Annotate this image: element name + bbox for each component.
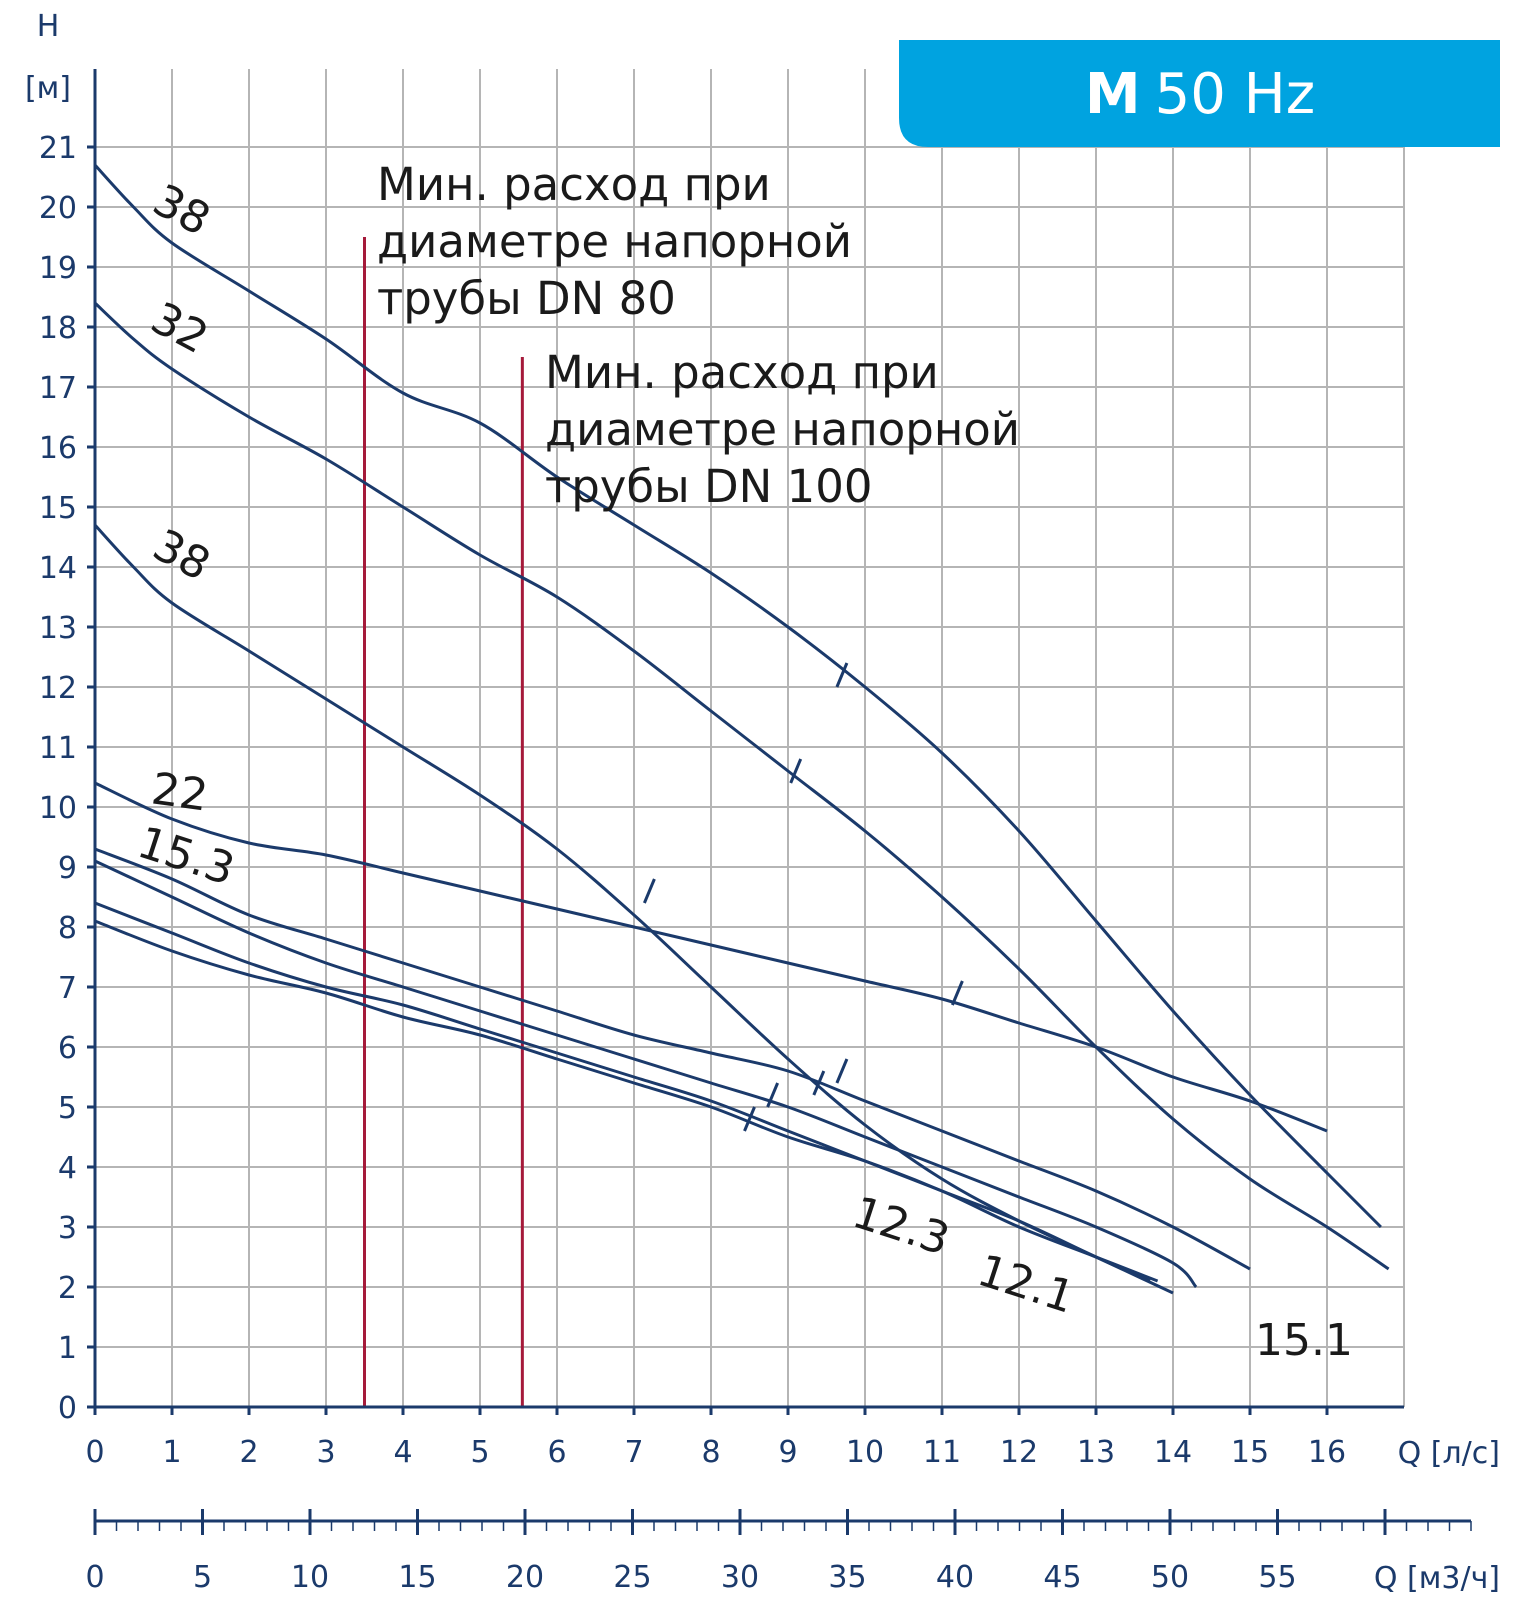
chart-title: M 50 Hz [1085,62,1315,127]
min-flow-dn100-line-1: Мин. расход при [545,346,939,399]
y-tick-label: 19 [39,251,77,286]
curve-15-3 [94,847,1251,1271]
x-tick-label: 1 [162,1435,181,1470]
duty-point-mark [789,758,803,784]
curve-label-12-3: 12.3 [847,1187,956,1266]
x-tick-label: 15 [1231,1435,1269,1470]
y-tick-label: 16 [39,431,77,466]
x-tick-label: 16 [1308,1435,1346,1470]
x2-tick-label: 55 [1258,1560,1296,1595]
y-tick-label: 7 [58,971,77,1006]
x-tick-label: 10 [846,1435,884,1470]
y-tick-label: 21 [39,131,77,166]
curve-12-3 [94,901,1174,1295]
curve-38 [93,523,1151,1283]
x2-tick-label: 15 [398,1560,436,1595]
x-tick-label: 9 [778,1435,797,1470]
x-tick-label: 11 [923,1435,961,1470]
chart-title-rest: 50 Hz [1155,62,1316,127]
y-tick-label: 13 [39,611,77,646]
duty-point-mark [812,1070,826,1096]
x2-tick-label: 30 [721,1560,759,1595]
title-badge [899,40,1500,147]
duty-point-mark [835,662,849,688]
min-flow-dn80-text: Мин. расход при диаметре напорной трубы … [377,158,866,325]
min-flow-dn100-line-2: диаметре напорной [545,403,1020,456]
x-tick-label: 2 [239,1435,258,1470]
x2-axis-label: Q [м3/ч] [1374,1561,1500,1596]
duty-point-mark [951,980,964,1006]
y-tick-label: 10 [39,791,77,826]
axes: 0 1 2 3 4 5 6 7 8 9 10 11 12 13 14 15 160123456789101112… [39,69,1472,1595]
min-flow-dn100-line-3: трубы DN 100 [545,460,873,513]
min-flow-dn80-line-1: Мин. расход при [377,158,771,211]
y-tick-label: 1 [58,1331,77,1366]
y-tick-label: 20 [39,191,77,226]
curve-12-1 [94,919,1159,1283]
y-tick-label: 18 [39,311,77,346]
curve-label-15-1: 15.1 [1255,1315,1353,1366]
x-tick-label: 14 [1154,1435,1192,1470]
x-tick-label: 13 [1077,1435,1115,1470]
y-tick-label: 5 [58,1091,77,1126]
duty-point-mark [643,878,656,904]
min-flow-dn100-text: Мин. расход при диаметре напорной трубы … [545,346,1034,513]
x-tick-label: 4 [393,1435,412,1470]
x2-tick-label: 35 [828,1560,866,1595]
x2-tick-label: 25 [613,1560,651,1595]
x2-tick-label: 50 [1151,1560,1189,1595]
x2-tick-label: 40 [936,1560,974,1595]
min-flow-lines [363,237,524,1407]
x-tick-label: 6 [547,1435,566,1470]
y-tick-label: 2 [58,1271,77,1306]
duty-point-mark [766,1082,779,1108]
y-axis-symbol: H [37,9,60,44]
x2-tick-label: 0 [85,1560,104,1595]
y-tick-label: 8 [58,911,77,946]
x2-tick-label: 5 [193,1560,212,1595]
x-tick-label: 8 [701,1435,720,1470]
y-tick-label: 15 [39,491,77,526]
duty-point-mark [835,1058,849,1084]
x2-tick-label: 20 [506,1560,544,1595]
x-axis-label: Q [л/с] [1398,1436,1500,1471]
min-flow-dn80-line-2: диаметре напорной [377,215,852,268]
curve-label-12-1: 12.1 [972,1245,1081,1324]
x-tick-label: 7 [624,1435,643,1470]
y-tick-label: 3 [58,1211,77,1246]
curve-label-32: 32 [143,293,216,364]
y-tick-label: 11 [39,731,77,766]
curve-label-22: 22 [148,763,211,821]
x-tick-label: 0 [85,1435,104,1470]
curve-38 [93,163,1382,1229]
y-axis-unit: [м] [25,71,71,106]
curve-22 [94,781,1328,1133]
curve-32 [93,301,1390,1271]
y-tick-label: 17 [39,371,77,406]
curve-label-38-mid: 38 [145,520,218,591]
chart-title-bold: M [1085,62,1141,127]
x-tick-label: 5 [470,1435,489,1470]
curve-15-1 [94,859,1198,1289]
y-tick-label: 0 [58,1391,77,1426]
x2-tick-label: 10 [291,1560,329,1595]
y-tick-label: 14 [39,551,77,586]
grid [95,69,1405,1407]
x-tick-label: 3 [316,1435,335,1470]
pump-curves [93,163,1390,1295]
y-tick-label: 12 [39,671,77,706]
y-tick-label: 6 [58,1031,77,1066]
x-tick-label: 12 [1000,1435,1038,1470]
curve-label-38-top: 38 [145,175,218,246]
duty-point-mark [743,1106,756,1132]
x2-tick-label: 45 [1043,1560,1081,1595]
y-tick-label: 4 [58,1151,77,1186]
y-tick-label: 9 [58,851,77,886]
min-flow-dn80-line-3: трубы DN 80 [377,272,676,325]
